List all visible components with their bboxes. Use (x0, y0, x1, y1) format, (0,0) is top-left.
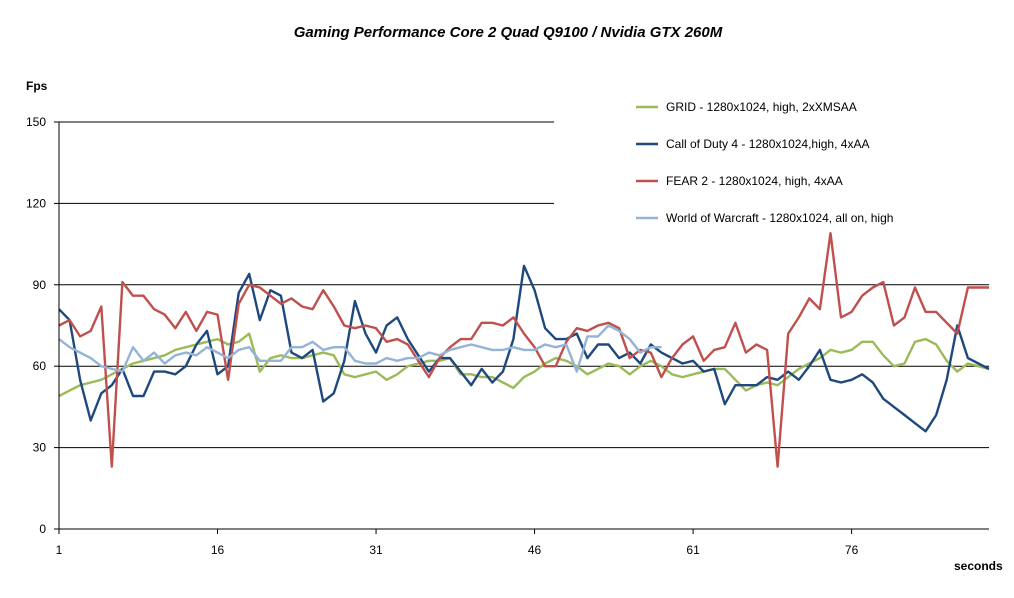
series-line-3 (58, 324, 662, 373)
x-tick-label-5: 76 (845, 543, 859, 557)
y-tick-label-0: 0 (39, 522, 46, 536)
chart-title: Gaming Performance Core 2 Quad Q9100 / N… (294, 24, 723, 41)
x-tick-label-4: 61 (686, 543, 700, 557)
y-tick-label-2: 60 (33, 359, 47, 373)
x-tick-label-3: 46 (528, 543, 542, 557)
legend-label-3: World of Warcraft - 1280x1024, all on, h… (666, 211, 893, 225)
y-tick-label-5: 150 (26, 115, 46, 129)
axes (58, 122, 989, 530)
series-line-1 (58, 264, 990, 433)
legend-label-2: FEAR 2 - 1280x1024, high, 4xAA (666, 174, 843, 188)
series-group (58, 231, 990, 468)
y-axis-label: Fps (26, 79, 48, 93)
gridlines (59, 121, 989, 449)
legend-label-0: GRID - 1280x1024, high, 2xXMSAA (666, 100, 857, 114)
x-tick-label-2: 31 (369, 543, 383, 557)
y-tick-label-3: 90 (33, 278, 47, 292)
x-tick-label-0: 1 (56, 543, 63, 557)
x-axis-label: seconds (954, 559, 1003, 573)
y-tick-label-4: 120 (26, 196, 46, 210)
x-tick-labels: 1 16 31 46 61 76 (56, 529, 859, 557)
x-tick-label-1: 16 (211, 543, 225, 557)
series-line-2 (58, 231, 989, 468)
legend-label-1: Call of Duty 4 - 1280x1024,high, 4xAA (666, 137, 869, 151)
y-tick-label-1: 30 (33, 441, 47, 455)
y-tick-labels: 0 30 60 90 120 150 (26, 115, 59, 536)
legend: GRID - 1280x1024, high, 2xXMSAA Call of D… (636, 100, 893, 225)
series-line-0 (58, 332, 990, 398)
